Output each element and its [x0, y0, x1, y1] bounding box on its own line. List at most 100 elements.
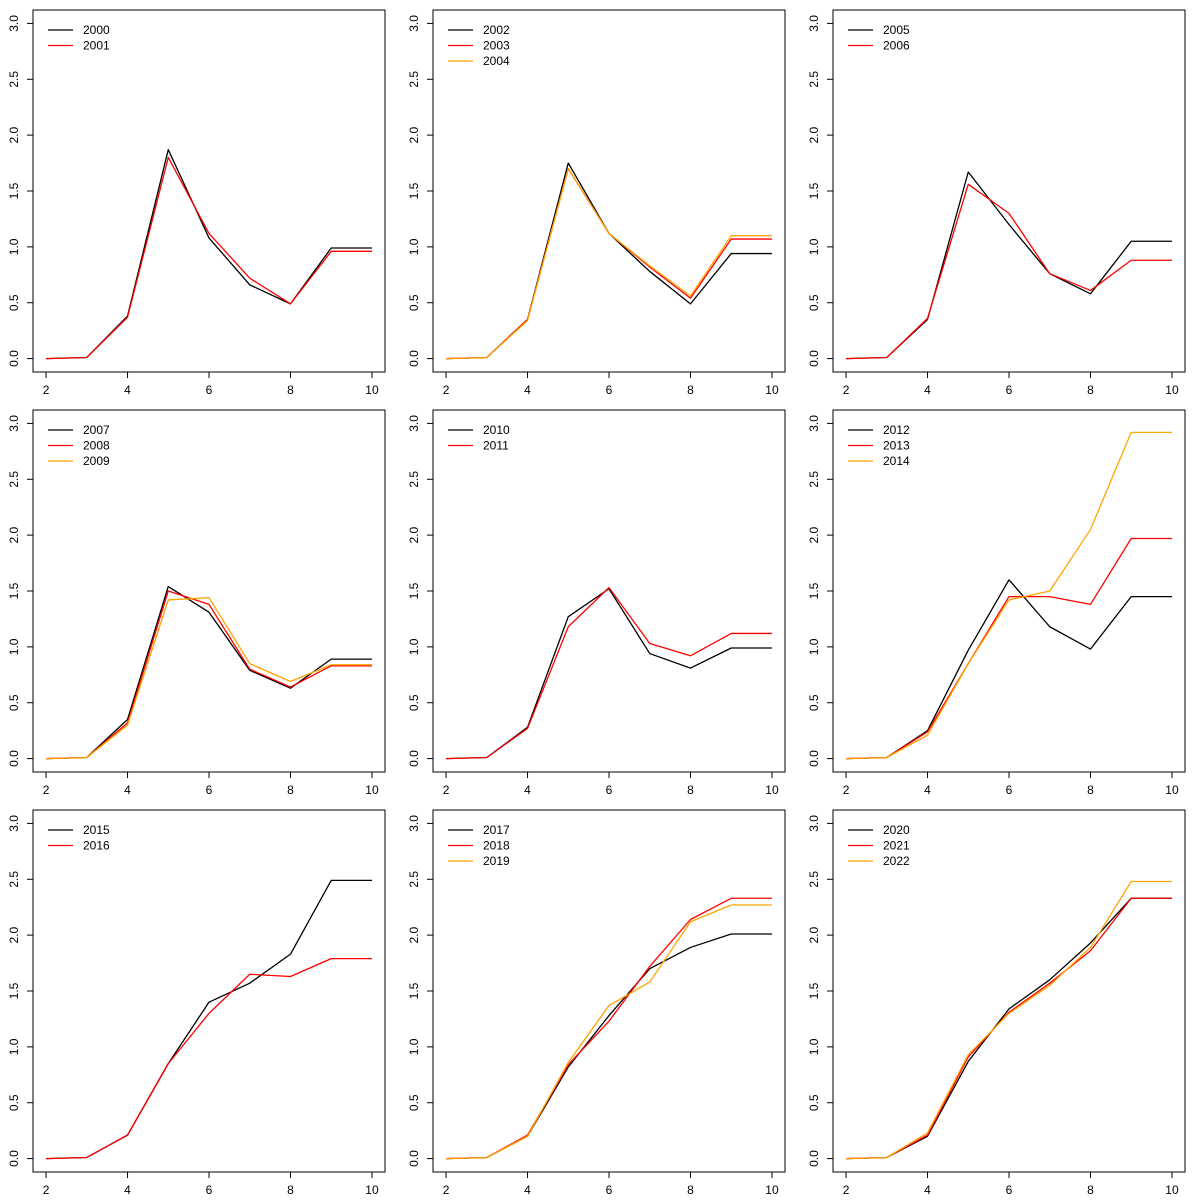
series-line-2013 — [846, 537, 1172, 760]
y-tick-label: 0.0 — [7, 1150, 21, 1167]
y-tick-label: 1.5 — [807, 182, 821, 199]
x-tick-label: 10 — [1165, 1183, 1179, 1197]
x-tick-label: 6 — [206, 1183, 213, 1197]
chart-panel: 2 4 6 8 10 0.0 0.5 1.0 1.5 2.0 2.5 3.0 2017 2018 2019 — [400, 800, 800, 1200]
legend-label: 2004 — [483, 54, 510, 68]
x-tick-label: 6 — [206, 383, 213, 397]
x-tick-label: 10 — [1165, 783, 1179, 797]
series-line-2012 — [846, 579, 1172, 760]
y-tick-label: 2.5 — [407, 871, 421, 888]
y-tick-label: 1.0 — [807, 638, 821, 655]
x-tick-label: 4 — [924, 1183, 931, 1197]
x-tick-label: 8 — [287, 783, 294, 797]
y-tick-label: 2.5 — [7, 871, 21, 888]
x-tick-label: 6 — [606, 783, 613, 797]
y-tick-label: 2.0 — [407, 526, 421, 543]
legend-label: 2006 — [883, 39, 910, 53]
x-tick-label: 6 — [1006, 1183, 1013, 1197]
x-tick-label: 2 — [43, 783, 50, 797]
chart-panel: 2 4 6 8 10 0.0 0.5 1.0 1.5 2.0 2.5 3.0 2005 2006 — [800, 0, 1200, 400]
y-tick-label: 1.5 — [7, 582, 21, 599]
plot-frame — [32, 809, 386, 1173]
y-tick-label: 3.0 — [807, 15, 821, 32]
y-tick-label: 1.5 — [407, 982, 421, 999]
y-tick-label: 1.0 — [7, 1038, 21, 1055]
x-tick-label: 6 — [1006, 783, 1013, 797]
chart-panel: 2 4 6 8 10 0.0 0.5 1.0 1.5 2.0 2.5 3.0 2010 2011 — [400, 400, 800, 800]
y-tick-label: 2.0 — [807, 926, 821, 943]
y-tick-label: 0.5 — [407, 694, 421, 711]
x-tick-label: 8 — [1087, 383, 1094, 397]
y-tick-label: 2.5 — [7, 71, 21, 88]
y-tick-label: 1.0 — [407, 238, 421, 255]
line-chart: 2 4 6 8 10 0.0 0.5 1.0 1.5 2.0 2.5 3.0 2000 2001 — [7, 9, 386, 397]
x-tick-label: 6 — [1006, 383, 1013, 397]
legend-label: 2020 — [883, 823, 910, 837]
series-line-2011 — [446, 586, 772, 760]
y-tick-label: 1.0 — [7, 638, 21, 655]
legend-label: 2013 — [883, 439, 910, 453]
series-line-2010 — [446, 588, 772, 760]
x-tick-label: 2 — [843, 783, 850, 797]
y-tick-label: 1.5 — [7, 982, 21, 999]
y-tick-label: 3.0 — [807, 415, 821, 432]
x-tick-label: 4 — [124, 783, 131, 797]
y-tick-label: 2.5 — [7, 471, 21, 488]
series-line-2008 — [46, 590, 372, 760]
y-tick-label: 0.0 — [807, 350, 821, 367]
y-tick-label: 0.5 — [7, 294, 21, 311]
y-tick-label: 2.5 — [407, 471, 421, 488]
x-tick-label: 6 — [206, 783, 213, 797]
y-tick-label: 0.5 — [807, 1094, 821, 1111]
y-tick-label: 0.5 — [7, 694, 21, 711]
x-tick-label: 10 — [1165, 383, 1179, 397]
line-chart: 2 4 6 8 10 0.0 0.5 1.0 1.5 2.0 2.5 3.0 2010 2011 — [407, 409, 786, 797]
x-tick-label: 2 — [43, 1183, 50, 1197]
y-tick-label: 3.0 — [7, 15, 21, 32]
y-tick-label: 0.0 — [407, 750, 421, 767]
legend-label: 2019 — [483, 854, 510, 868]
y-tick-label: 3.0 — [407, 15, 421, 32]
chart-panel: 2 4 6 8 10 0.0 0.5 1.0 1.5 2.0 2.5 3.0 2015 2016 — [0, 800, 400, 1200]
y-tick-label: 2.5 — [807, 71, 821, 88]
chart-panel: 2 4 6 8 10 0.0 0.5 1.0 1.5 2.0 2.5 3.0 2020 2021 2022 — [800, 800, 1200, 1200]
y-tick-label: 0.5 — [407, 294, 421, 311]
x-tick-label: 10 — [365, 783, 379, 797]
x-tick-label: 10 — [365, 383, 379, 397]
y-tick-label: 2.0 — [807, 126, 821, 143]
series-line-2005 — [846, 171, 1172, 360]
y-tick-label: 1.5 — [807, 982, 821, 999]
x-tick-label: 8 — [687, 783, 694, 797]
x-tick-label: 4 — [124, 383, 131, 397]
y-tick-label: 3.0 — [7, 815, 21, 832]
y-tick-label: 1.5 — [807, 582, 821, 599]
y-tick-label: 1.5 — [407, 182, 421, 199]
legend-label: 2001 — [83, 39, 110, 53]
x-tick-label: 2 — [43, 383, 50, 397]
legend-label: 2002 — [483, 23, 510, 37]
series-line-2001 — [46, 156, 372, 360]
legend-label: 2007 — [83, 423, 110, 437]
y-tick-label: 2.0 — [807, 526, 821, 543]
series-line-2002 — [446, 162, 772, 360]
x-tick-label: 4 — [524, 383, 531, 397]
y-tick-label: 2.5 — [807, 471, 821, 488]
series-line-2020 — [846, 897, 1172, 1160]
y-tick-label: 2.5 — [807, 871, 821, 888]
line-chart: 2 4 6 8 10 0.0 0.5 1.0 1.5 2.0 2.5 3.0 2015 2016 — [7, 809, 386, 1197]
series-line-2014 — [846, 431, 1172, 760]
legend-label: 2011 — [483, 439, 509, 453]
plot-frame — [32, 9, 386, 373]
x-tick-label: 2 — [443, 1183, 450, 1197]
y-tick-label: 2.0 — [7, 926, 21, 943]
legend-label: 2018 — [483, 839, 510, 853]
y-tick-label: 0.0 — [407, 350, 421, 367]
plot-frame — [432, 409, 786, 773]
y-tick-label: 3.0 — [807, 815, 821, 832]
y-tick-label: 3.0 — [7, 415, 21, 432]
y-tick-label: 1.0 — [807, 1038, 821, 1055]
